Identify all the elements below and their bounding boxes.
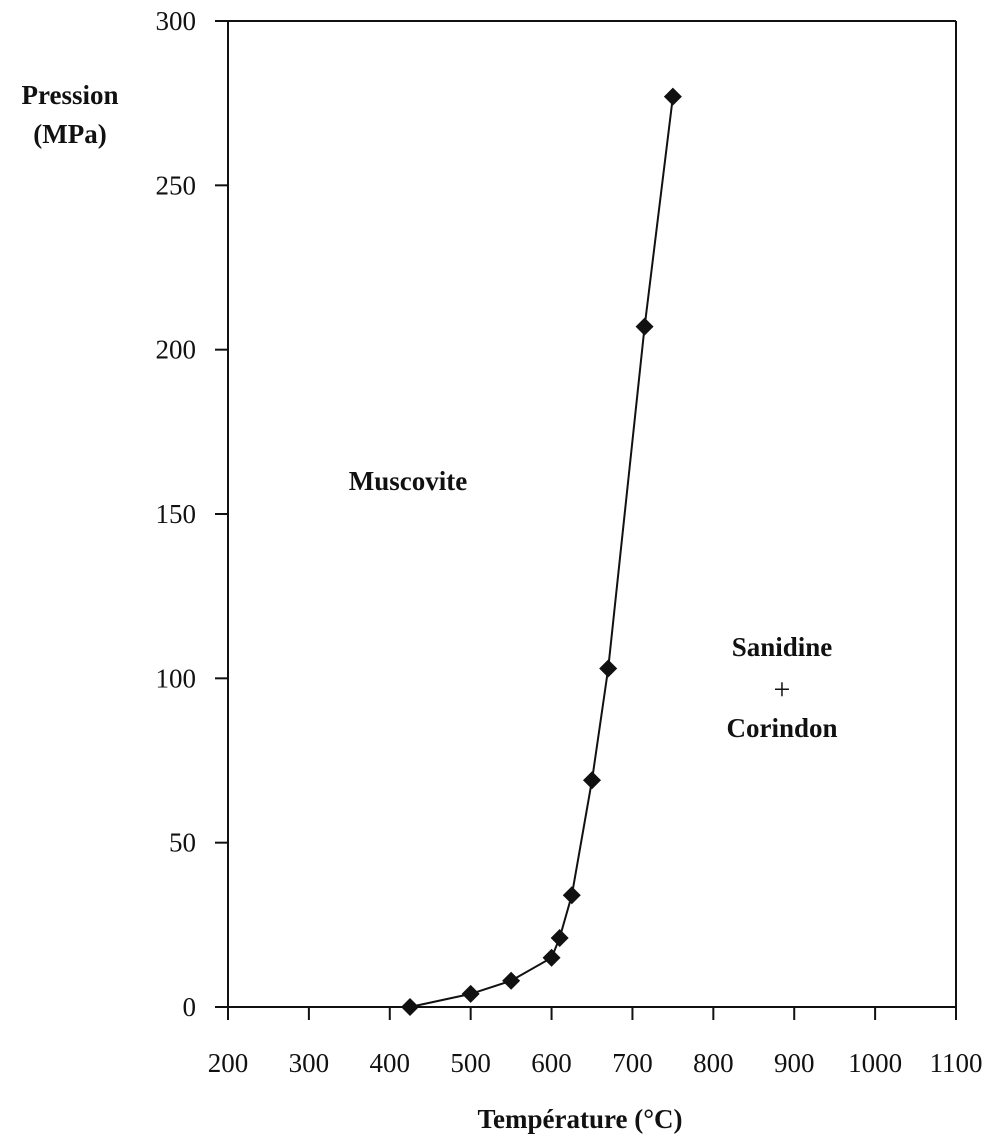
region-label-plus: + (774, 673, 791, 706)
data-point-diamond (461, 984, 480, 1003)
x-tick-label: 800 (693, 1048, 734, 1078)
ticks (215, 20, 957, 1020)
region-label-muscovite: Muscovite (349, 466, 467, 496)
y-tick-label: 0 (183, 992, 197, 1022)
y-axis-title-line1: Pression (21, 80, 118, 110)
data-point-diamond (635, 317, 654, 336)
data-point-diamond (583, 771, 601, 790)
y-tick-label: 150 (156, 499, 197, 529)
y-tick-label: 250 (156, 170, 197, 200)
data-point-diamond (550, 928, 569, 947)
y-tick-label: 100 (156, 663, 197, 693)
y-tick-label: 300 (156, 6, 197, 36)
region-label-corindon: Corindon (726, 713, 837, 743)
x-tick-label: 200 (208, 1048, 249, 1078)
region-label-sanidine: Sanidine (732, 632, 833, 662)
x-tick-label: 900 (774, 1048, 815, 1078)
x-tick-label: 300 (289, 1048, 330, 1078)
data-point-diamond (401, 998, 419, 1016)
x-tick-label: 500 (450, 1048, 491, 1078)
x-tick-label: 700 (612, 1048, 653, 1078)
data-point-diamond (599, 659, 618, 678)
x-tick-label: 600 (531, 1048, 572, 1078)
x-axis-title: Température (°C) (477, 1104, 682, 1134)
series-line (409, 96, 674, 1008)
tick-labels: 200 300 400 500 600 700 800 900 1000 1100 0 50 100 15… (156, 6, 983, 1078)
data-point-diamond (562, 886, 581, 905)
data-point-diamond (663, 87, 682, 106)
x-tick-label: 400 (370, 1048, 411, 1078)
data-point-diamond (542, 948, 561, 967)
y-tick-label: 200 (156, 335, 197, 365)
y-axis-title-line2: (MPa) (33, 119, 106, 149)
data-point-diamond (502, 971, 521, 990)
plot-area (227, 20, 957, 1008)
y-tick-label: 50 (169, 828, 196, 858)
x-tick-label: 1000 (848, 1048, 902, 1078)
series-group (401, 87, 682, 1016)
x-tick-label: 1100 (930, 1048, 983, 1078)
